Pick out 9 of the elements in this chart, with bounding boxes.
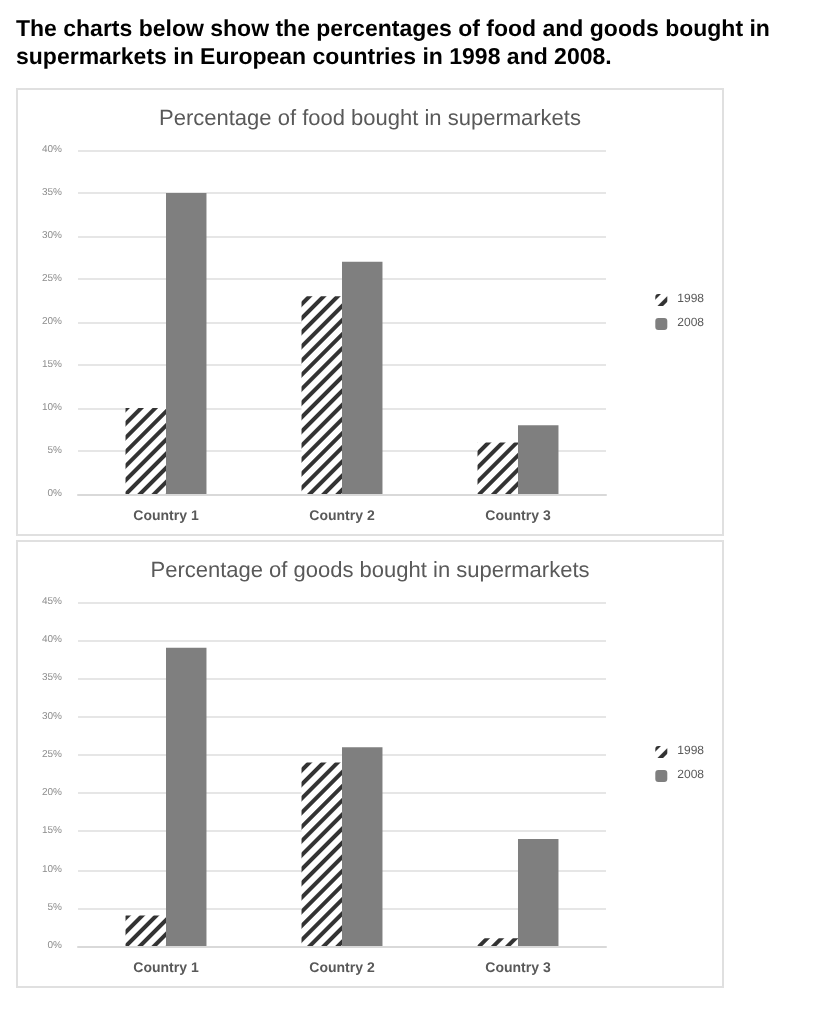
bar <box>342 261 383 494</box>
chart-title: Percentage of food bought in supermarkets <box>159 107 582 131</box>
text: The charts below show the percentages of food and goods bought in supermarkets in European countries in 1998 and 2008. <box>16 16 772 72</box>
bar <box>518 425 559 494</box>
chart-title: Percentage of goods bought in supermarkets <box>150 559 591 583</box>
bar <box>166 193 207 494</box>
bar <box>166 647 207 946</box>
bar <box>518 838 559 946</box>
bar <box>342 747 383 946</box>
